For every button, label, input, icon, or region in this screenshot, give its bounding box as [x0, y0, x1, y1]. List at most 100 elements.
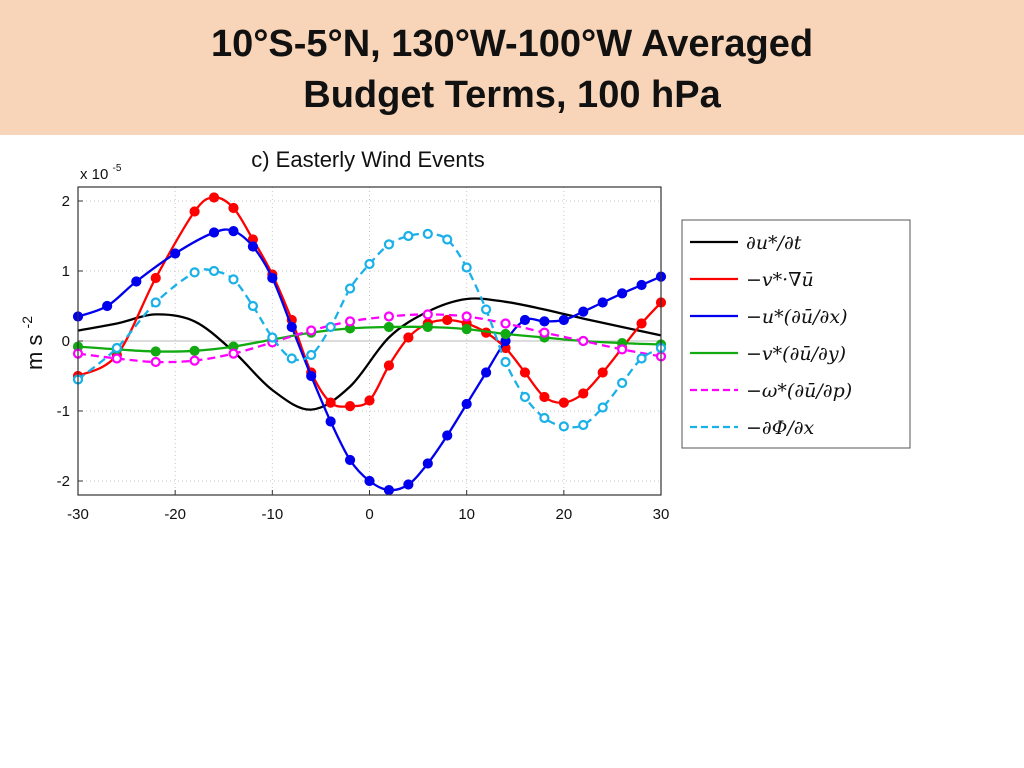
y-tick-label: 2 — [62, 193, 70, 210]
series-line — [77, 297, 662, 411]
series-point — [422, 309, 433, 320]
series-point — [228, 348, 239, 359]
series-point — [306, 370, 317, 382]
series-point — [461, 324, 472, 335]
series-point — [481, 367, 492, 378]
series-point — [578, 306, 589, 317]
series-point — [422, 458, 433, 469]
series-point — [228, 202, 239, 214]
title-banner: 10°S-5°N, 130°W-100°W Averaged Budget Te… — [0, 0, 1024, 135]
x-tick-label: -30 — [67, 506, 89, 523]
series-point — [344, 401, 356, 412]
y-axis-label: m s -2 — [19, 316, 47, 370]
series-point — [306, 325, 317, 336]
series-point — [383, 485, 395, 496]
series-point — [461, 398, 472, 410]
series-line — [77, 232, 662, 429]
series-point — [539, 412, 550, 424]
series-point — [636, 279, 647, 291]
series-line — [77, 228, 662, 492]
legend-label: −v*(∂ū/∂y) — [746, 343, 846, 365]
series-point — [597, 367, 608, 378]
series-point — [150, 346, 161, 357]
series-point — [364, 258, 375, 270]
series-point — [558, 314, 569, 326]
series-point — [102, 300, 113, 312]
series-point — [208, 227, 220, 238]
series-point — [267, 332, 278, 343]
series-point — [422, 228, 433, 240]
series-point — [481, 304, 492, 315]
series-point — [461, 262, 472, 273]
series-point — [500, 356, 511, 368]
budget-chart: c) Easterly Wind Events x 10 -5 m s -2 -… — [19, 147, 911, 523]
series-point — [597, 402, 608, 413]
series-point — [442, 430, 453, 441]
series-point — [208, 265, 220, 277]
y-axis-label-base: m s — [22, 335, 47, 370]
x-tick-label: 0 — [365, 506, 373, 523]
series-point — [344, 283, 356, 294]
series-6 — [72, 228, 667, 432]
series-point — [189, 267, 200, 278]
series-point — [325, 321, 336, 333]
x-tick-label: -20 — [164, 506, 186, 523]
series-point — [617, 288, 628, 299]
series-line — [77, 313, 662, 364]
chart-title: c) Easterly Wind Events — [251, 147, 485, 172]
series-point — [403, 230, 414, 242]
legend-label: −v*·∇ū — [746, 269, 814, 291]
legend-label: −ω*(∂ū/∂p) — [746, 380, 852, 402]
series-point — [267, 272, 278, 284]
series-point — [208, 192, 220, 203]
series-point — [558, 397, 569, 408]
series-point — [344, 454, 356, 466]
series-point — [383, 239, 395, 250]
series-point — [189, 206, 200, 217]
legend-label: −u*(∂ū/∂x) — [746, 306, 848, 328]
series-point — [422, 321, 433, 333]
y-tick-label: -1 — [57, 403, 70, 420]
legend-entry: −v*·∇ū — [690, 269, 814, 291]
legend-box — [681, 219, 911, 449]
series-point — [539, 327, 550, 338]
y-scale-exponent: -5 — [113, 163, 122, 174]
series-point — [111, 353, 122, 364]
legend-entry: −ω*(∂ū/∂p) — [690, 380, 852, 402]
series-layer — [72, 192, 667, 496]
series-point — [636, 353, 647, 364]
series-point — [500, 318, 511, 329]
series-point — [519, 367, 531, 378]
series-point — [247, 300, 258, 312]
slide-title-line-2: Budget Terms, 100 hPa — [303, 74, 721, 116]
series-point — [364, 395, 375, 406]
series-point — [325, 416, 336, 427]
series-point — [286, 321, 297, 333]
series-point — [519, 314, 531, 326]
legend: ∂u*/∂t −v*·∇ū −u*(∂ū/∂x) −v*(∂ū/∂y) −ω*(∂ū/∂… — [681, 219, 911, 449]
series-point — [150, 272, 161, 284]
series-point — [558, 421, 569, 432]
series-point — [442, 234, 453, 245]
series-point — [325, 397, 336, 408]
series-point — [617, 344, 628, 355]
series-point — [539, 391, 550, 403]
series-3 — [72, 226, 667, 496]
series-point — [461, 311, 472, 322]
series-point — [111, 342, 122, 354]
x-tick-label: 20 — [555, 506, 572, 523]
series-1 — [77, 297, 662, 411]
series-point — [578, 419, 589, 431]
series-point — [228, 274, 239, 285]
y-axis-label-superscript: -2 — [19, 316, 35, 329]
series-point — [403, 332, 414, 343]
series-point — [364, 475, 375, 487]
slide-title-line-1: 10°S-5°N, 130°W-100°W Averaged — [210, 23, 814, 65]
series-line — [77, 325, 662, 353]
series-point — [150, 356, 161, 368]
series-point — [228, 226, 239, 237]
series-point — [383, 360, 395, 371]
series-point — [597, 297, 608, 308]
series-point — [247, 241, 258, 252]
